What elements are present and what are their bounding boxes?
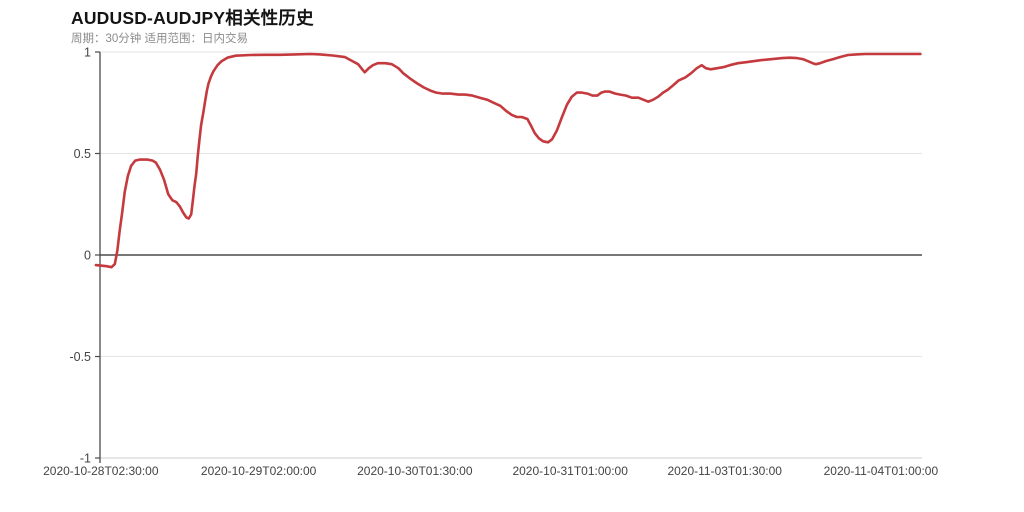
y-tick-label: 0 (84, 249, 91, 263)
y-tick-label: -1 (80, 452, 91, 466)
x-tick-label: 2020-10-28T02:30:00 (43, 464, 159, 478)
x-tick-label: 2020-11-04T01:00:00 (824, 464, 939, 478)
x-tick-label: 2020-10-29T02:00:00 (201, 464, 317, 478)
y-tick-label: 0.5 (74, 147, 91, 161)
x-tick-label: 2020-10-31T01:00:00 (512, 464, 628, 478)
correlation-line (94, 52, 922, 269)
y-tick-label: 1 (84, 46, 91, 60)
x-tick-label: 2020-10-30T01:30:00 (357, 464, 473, 478)
y-tick-label: -0.5 (69, 350, 91, 364)
x-tick-label: 2020-11-03T01:30:00 (667, 464, 782, 478)
chart-title: AUDUSD-AUDJPY相关性历史 (71, 8, 314, 28)
chart-subtitle: 周期：30分钟 适用范围：日内交易 (71, 33, 248, 45)
